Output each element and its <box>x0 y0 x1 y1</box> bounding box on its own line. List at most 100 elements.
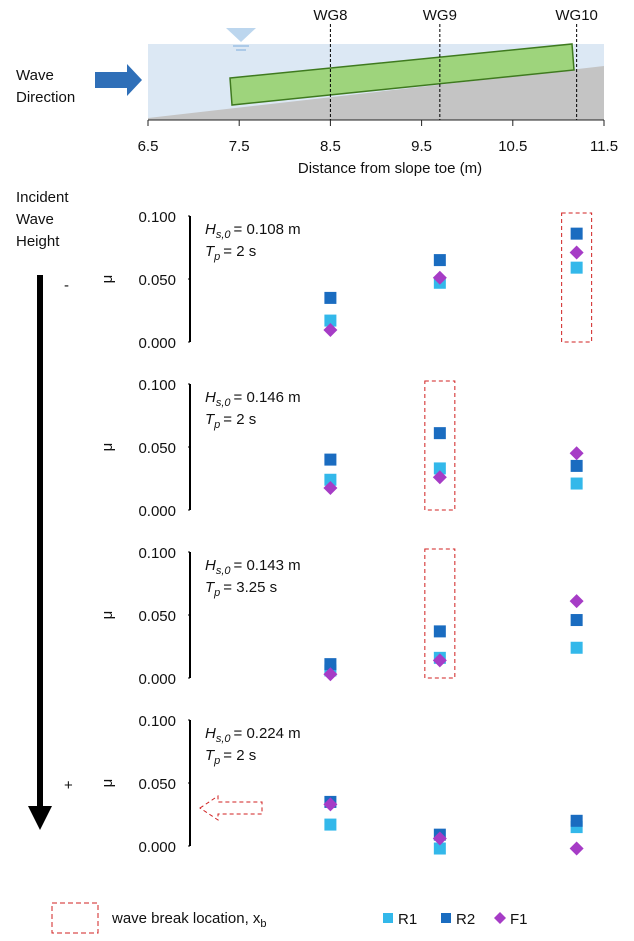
annotation: Hs,0 = 0.224 m <box>205 725 301 745</box>
x-tick-label: 8.5 <box>320 138 341 155</box>
symbol: H <box>205 389 216 406</box>
marker <box>323 480 338 495</box>
value: = 2 s <box>223 411 256 428</box>
direction-arrow <box>95 64 142 96</box>
value: = 3.25 s <box>223 579 277 596</box>
y-tick-label: 0.050 <box>138 608 176 625</box>
plus: + <box>64 777 73 794</box>
marker <box>569 446 584 461</box>
x-tick-label: 10.5 <box>498 138 527 155</box>
slope <box>148 66 604 120</box>
annotation: Hs,0 = 0.108 m <box>205 221 301 241</box>
wave-break-box <box>424 380 456 511</box>
y-axis-title: μ <box>99 611 116 620</box>
marker <box>433 462 446 475</box>
symbol: H <box>205 221 216 238</box>
legend-box <box>51 902 99 934</box>
value: = 0.108 m <box>234 221 301 238</box>
value: = 2 s <box>223 243 256 260</box>
legend-marker <box>441 913 451 923</box>
marker <box>570 814 583 827</box>
symbol: H <box>205 557 216 574</box>
marker <box>324 658 337 671</box>
legend-label: wave break location, xb <box>111 910 267 930</box>
symbol: H <box>205 725 216 742</box>
y-tick-label: 0.100 <box>138 209 176 226</box>
marker <box>323 667 338 682</box>
gauge-label: WG10 <box>555 7 598 24</box>
marker <box>432 653 447 668</box>
annotation: Tp = 2 s <box>205 411 256 431</box>
y-tick-label: 0.050 <box>138 272 176 289</box>
y-tick-label: 0.100 <box>138 713 176 730</box>
value: = 0.224 m <box>234 725 301 742</box>
structure <box>229 43 575 106</box>
marker <box>324 473 337 486</box>
marker <box>323 797 338 812</box>
y-axis-title: μ <box>99 443 116 452</box>
value: = 2 s <box>223 747 256 764</box>
marker <box>570 641 583 654</box>
marker <box>432 470 447 485</box>
legend-label: R1 <box>398 911 417 928</box>
value: = 0.143 m <box>234 557 301 574</box>
x-tick-label: 9.5 <box>411 138 432 155</box>
marker <box>324 818 337 831</box>
gauge-label: WG9 <box>423 7 457 24</box>
wave-break-box <box>424 548 456 679</box>
symbol: T <box>205 411 216 428</box>
symbol: T <box>205 747 216 764</box>
x-tick-label: 6.5 <box>138 138 159 155</box>
marker <box>432 831 447 846</box>
x-tick-label: 11.5 <box>590 138 618 155</box>
legend-label: F1 <box>510 911 528 928</box>
subscript: p <box>213 755 220 767</box>
y-tick-label: 0.000 <box>138 839 176 856</box>
marker <box>324 453 337 466</box>
y-tick-label: 0.050 <box>138 440 176 457</box>
marker <box>570 227 583 240</box>
y-tick-label: 0.100 <box>138 377 176 394</box>
y-axis-title: μ <box>99 275 116 284</box>
annotation: Tp = 3.25 s <box>205 579 277 599</box>
marker <box>570 261 583 274</box>
marker <box>433 254 446 267</box>
side-arrow <box>28 806 52 830</box>
wave-direction: Wave Direction <box>16 67 75 106</box>
marker <box>432 270 447 285</box>
subscript: b <box>260 918 266 930</box>
marker <box>570 477 583 490</box>
annotation: Hs,0 = 0.146 m <box>205 389 301 409</box>
marker <box>324 314 337 327</box>
subscript: s,0 <box>216 229 232 241</box>
subscript: p <box>213 587 220 599</box>
legend-marker <box>494 912 506 924</box>
symbol: T <box>205 579 216 596</box>
marker <box>570 614 583 627</box>
marker <box>433 427 446 440</box>
y-tick-label: 0.100 <box>138 545 176 562</box>
marker <box>324 291 337 304</box>
legend-text: wave break location, x <box>111 910 261 927</box>
x-axis-title: Distance from slope toe (m) <box>298 160 482 177</box>
subscript: s,0 <box>216 565 232 577</box>
subscript: s,0 <box>216 397 232 409</box>
marker <box>433 842 446 855</box>
gauge-label: WG8 <box>313 7 347 24</box>
y-tick-label: 0.000 <box>138 335 176 352</box>
marker <box>569 245 584 260</box>
water-level <box>226 28 256 42</box>
marker <box>569 594 584 609</box>
marker <box>323 323 338 338</box>
annotation: Hs,0 = 0.143 m <box>205 557 301 577</box>
subscript: p <box>213 251 220 263</box>
side-label: Incident Wave Height <box>16 189 69 250</box>
y-tick-label: 0.050 <box>138 776 176 793</box>
y-tick-label: 0.000 <box>138 671 176 688</box>
subscript: p <box>213 419 220 431</box>
value: = 0.146 m <box>234 389 301 406</box>
marker <box>433 625 446 638</box>
wave-break-box <box>561 212 593 343</box>
symbol: T <box>205 243 216 260</box>
